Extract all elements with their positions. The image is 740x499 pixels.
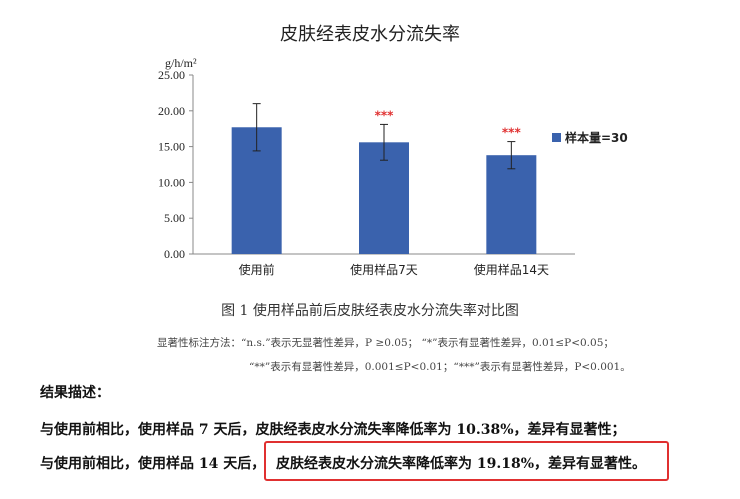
bar	[359, 142, 409, 254]
y-tick-label: 20.00	[158, 104, 185, 118]
y-tick-label: 25.00	[158, 68, 185, 82]
y-tick-label: 10.00	[158, 175, 185, 189]
y-axis-unit-label: g/h/m²	[165, 56, 197, 70]
bar	[486, 155, 537, 254]
y-tick-label: 15.00	[158, 140, 185, 154]
result-line-1: 与使用前相比，使用样品 7 天后，皮肤经表皮水分流失率降低率为 10.38%，差…	[40, 422, 626, 438]
results-heading: 结果描述：	[40, 385, 110, 401]
result-line-2-highlight: 皮肤经表皮水分流失率降低率为 19.18%，差异有显著性。	[276, 456, 647, 472]
legend-swatch	[552, 133, 561, 142]
legend-label: 样本量=30	[565, 130, 628, 145]
significance-label: ***	[502, 126, 522, 140]
figure-caption: 图 1 使用样品前后皮肤经表皮水分流失率对比图	[221, 303, 519, 319]
bar-chart: 皮肤经表皮水分流失率 g/h/m² 0.00 5.00 10.00 15.00 20.0…	[158, 24, 628, 277]
legend: 样本量=30	[552, 130, 628, 145]
x-tick-label: 使用前	[239, 262, 275, 277]
result-line-2-prefix: 与使用前相比，使用样品 14 天后，	[40, 456, 266, 472]
x-tick-label: 使用样品7天	[350, 262, 418, 277]
chart-title: 皮肤经表皮水分流失率	[280, 24, 460, 45]
significance-label: ***	[375, 108, 395, 122]
y-tick-label: 0.00	[164, 247, 185, 261]
highlight-box	[264, 441, 669, 481]
x-tick-label: 使用样品14天	[474, 262, 549, 277]
significance-note-line-2: “**”表示有显著性差异，0.001≤P<0.01；“***”表示有显著性差异，…	[249, 361, 631, 373]
y-tick-label: 5.00	[164, 211, 185, 225]
significance-note-line-1: 显著性标注方法：“n.s.”表示无显著性差异，P ≥0.05； “*”表示有显著…	[157, 337, 614, 349]
